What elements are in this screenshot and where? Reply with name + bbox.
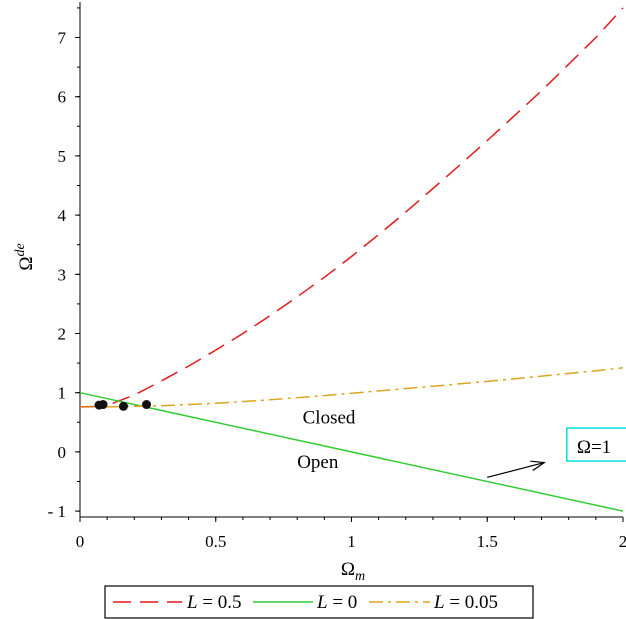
data-point — [142, 400, 152, 410]
legend-label-1: L = 0 — [316, 592, 357, 613]
y-tick-label: 6 — [58, 88, 67, 107]
data-point — [98, 400, 108, 410]
x-tick-label: 1 — [347, 532, 356, 551]
y-tick-label: 3 — [58, 265, 67, 284]
y-axis-title-sup: de — [13, 243, 28, 256]
series-line-0 — [112, 7, 624, 405]
x-tick-label: 2 — [619, 532, 626, 551]
y-tick-label: 7 — [58, 29, 67, 48]
data-point — [118, 401, 128, 411]
arrow-head — [530, 460, 546, 471]
x-tick-label: 1.5 — [477, 532, 498, 551]
x-tick-label: 0.5 — [205, 532, 226, 551]
arrow-line — [487, 461, 545, 478]
legend-label-0: L = 0.5 — [186, 592, 242, 613]
legend-label-2: L = 0.05 — [433, 592, 498, 613]
series-line-2 — [80, 367, 624, 408]
y-tick-label: 5 — [58, 147, 67, 166]
omega-box — [566, 427, 626, 462]
series-line-1 — [79, 391, 624, 512]
annotation-open: Open — [297, 452, 339, 473]
y-tick-label: 1 — [58, 384, 67, 403]
y-tick-label: 4 — [58, 206, 67, 225]
y-tick-label: 2 — [58, 324, 67, 343]
x-axis-title-sub: m — [355, 569, 365, 584]
x-axis-title: Ωm — [341, 559, 365, 584]
annotation-closed: Closed — [303, 407, 356, 428]
legend: L = 0.5 L = 0 L = 0.05 — [104, 585, 534, 619]
annotation-omega-one: Ω=1 — [577, 437, 611, 458]
x-axis-title-main: Ω — [341, 559, 355, 580]
y-axis-title: Ωde — [13, 243, 37, 270]
y-axis-title-main: Ω — [16, 257, 37, 271]
y-tick-label: - 1 — [48, 502, 66, 521]
x-tick-label: 0 — [76, 532, 85, 551]
y-tick-label: 0 — [58, 443, 67, 462]
